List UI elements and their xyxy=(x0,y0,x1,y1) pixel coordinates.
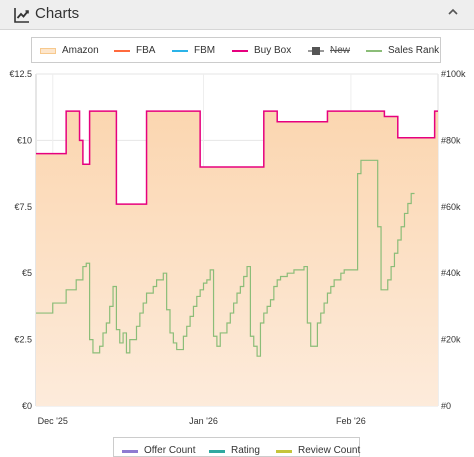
legend-label: FBM xyxy=(194,45,216,56)
y-tick-label-left: €5 xyxy=(22,268,32,278)
y-tick-label-right: #80k xyxy=(441,135,461,145)
y-tick-label-left: €10 xyxy=(17,135,32,145)
y-tick-label-left: €2.5 xyxy=(14,335,32,345)
chart-legend: Amazon FBA FBM Buy Box New Sales Rank xyxy=(31,37,441,63)
secondary-legend: Offer Count Rating Review Count xyxy=(113,437,360,457)
legend-item-new[interactable]: New xyxy=(308,44,356,58)
legend-label: New xyxy=(330,45,351,56)
legend-swatch xyxy=(114,50,130,52)
legend-label: Review Count xyxy=(298,445,361,456)
y-tick-label-right: #100k xyxy=(441,69,466,79)
chevron-up-icon[interactable] xyxy=(446,5,460,19)
y-tick-label-right: #0 xyxy=(441,401,451,411)
x-tick-label: Dec '25 xyxy=(38,416,68,426)
x-tick-label: Feb '26 xyxy=(336,416,366,426)
legend-label: Buy Box xyxy=(254,45,292,56)
legend-item-amazon[interactable]: Amazon xyxy=(40,44,110,58)
legend-item-fbm[interactable]: FBM xyxy=(172,44,218,58)
legend-swatch xyxy=(172,50,188,52)
buy-box-line xyxy=(36,110,438,205)
legend-label: FBA xyxy=(136,45,156,56)
panel-title: Charts xyxy=(35,5,80,22)
legend-label: Amazon xyxy=(62,45,99,56)
legend-label: Rating xyxy=(231,445,260,456)
legend-swatch xyxy=(232,50,248,52)
y-tick-label-right: #20k xyxy=(441,335,461,345)
legend-swatch xyxy=(308,47,324,55)
legend-item-sales-rank[interactable]: Sales Rank xyxy=(366,44,440,58)
amazon-price-area xyxy=(36,111,438,407)
legend-item-buy-box[interactable]: Buy Box xyxy=(232,44,296,58)
y-tick-label-left: €12.5 xyxy=(9,69,32,79)
chart-line-icon xyxy=(14,8,29,23)
legend-swatch xyxy=(209,450,225,453)
sales-rank-line xyxy=(36,159,415,357)
legend-label: Sales Rank xyxy=(388,45,440,56)
legend-item-fba[interactable]: FBA xyxy=(114,44,158,58)
y-tick-label-right: #40k xyxy=(441,268,461,278)
legend-swatch xyxy=(122,450,138,453)
y-tick-label-left: €0 xyxy=(22,401,32,411)
price-history-chart[interactable]: €0 €2.5 €5 €7.5 €10 €12.5 #0 #20k #40k #60k #80k #1… xyxy=(0,60,474,432)
charts-panel-header[interactable]: Charts xyxy=(0,0,474,30)
y-tick-label-right: #60k xyxy=(441,202,461,212)
y-tick-label-left: €7.5 xyxy=(14,202,32,212)
legend-swatch xyxy=(366,50,382,52)
legend-label: Offer Count xyxy=(144,445,196,456)
legend-swatch xyxy=(276,450,292,453)
x-tick-label: Jan '26 xyxy=(189,416,218,426)
legend-swatch xyxy=(40,48,56,54)
